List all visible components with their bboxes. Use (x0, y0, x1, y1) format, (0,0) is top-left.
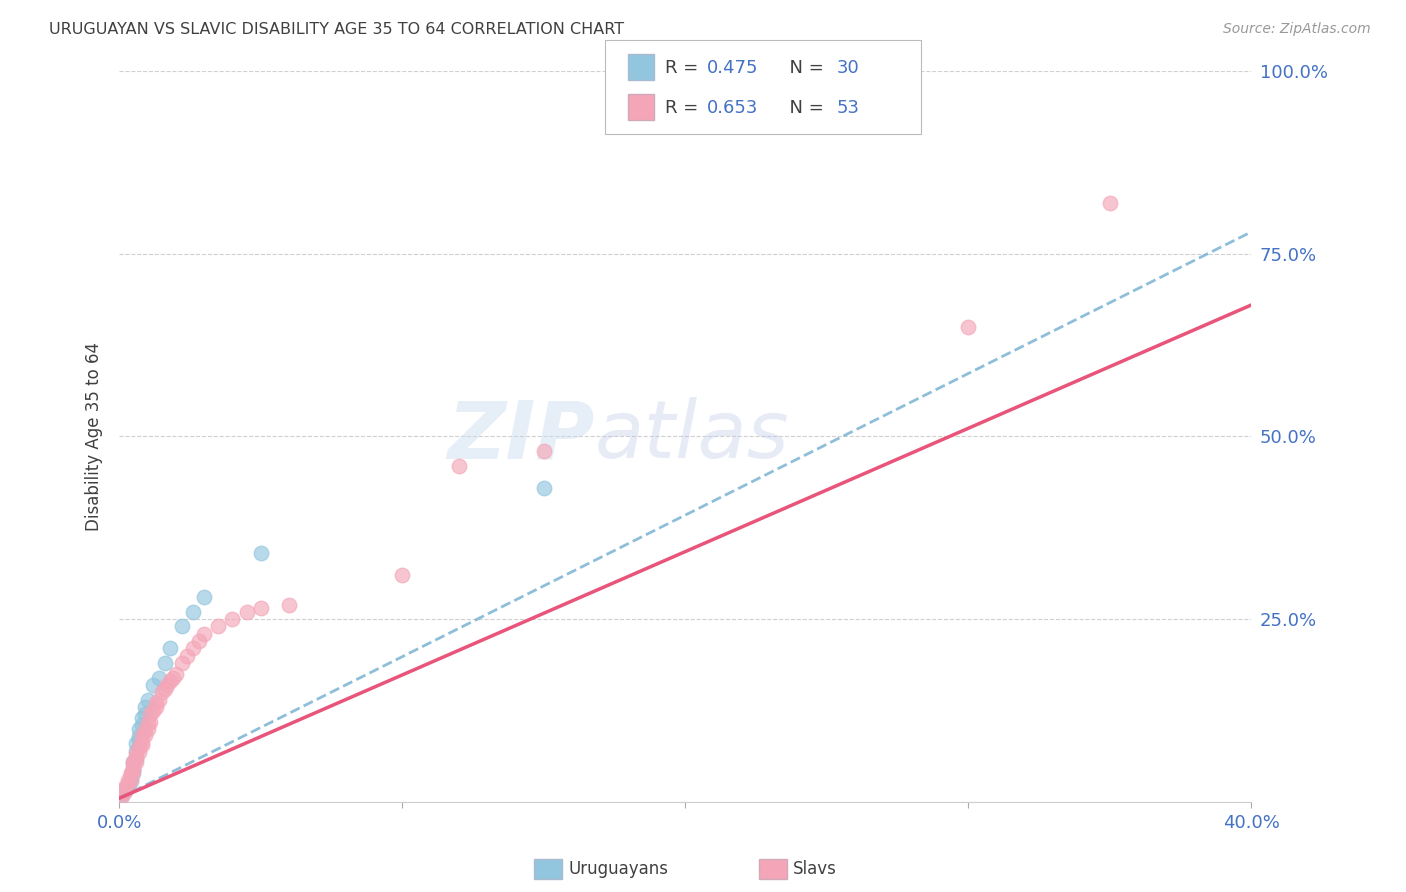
Point (125, 755, 148, 769)
Point (131, 711, 153, 725)
Point (134, 728, 156, 742)
Point (122, 765, 145, 780)
Point (170, 656, 193, 670)
Point (125, 751, 148, 765)
Point (131, 738, 153, 752)
Point (207, 619, 229, 633)
Point (136, 692, 159, 706)
Point (193, 627, 215, 641)
Point (114, 784, 136, 798)
Point (153, 681, 176, 696)
Text: N =: N = (778, 59, 830, 78)
Point (120, 772, 142, 786)
Point (139, 714, 162, 729)
Text: R =: R = (665, 99, 704, 118)
Point (148, 671, 170, 685)
Text: 30: 30 (837, 59, 859, 78)
Point (117, 772, 139, 787)
Point (150, 685, 173, 699)
Point (117, 779, 139, 793)
Point (131, 729, 153, 743)
Point (122, 758, 145, 772)
Point (142, 704, 165, 718)
Text: Source: ZipAtlas.com: Source: ZipAtlas.com (1223, 22, 1371, 37)
Text: URUGUAYAN VS SLAVIC DISABILITY AGE 35 TO 64 CORRELATION CHART: URUGUAYAN VS SLAVIC DISABILITY AGE 35 TO… (49, 22, 624, 37)
Point (134, 723, 156, 738)
Point (122, 764, 145, 779)
Point (221, 612, 243, 626)
Point (148, 692, 170, 706)
Point (120, 765, 142, 780)
Point (111, 789, 134, 803)
Point (156, 678, 179, 692)
Point (145, 699, 167, 714)
Point (136, 716, 159, 731)
Point (181, 605, 204, 619)
Point (391, 568, 413, 582)
Point (533, 444, 555, 458)
Text: ZIP: ZIP (447, 398, 595, 475)
Point (114, 781, 136, 796)
Point (139, 707, 162, 722)
Point (128, 729, 150, 743)
Point (125, 744, 148, 758)
Point (111, 788, 134, 802)
Point (159, 641, 181, 656)
Point (153, 656, 176, 670)
Point (131, 718, 153, 732)
Text: 53: 53 (837, 99, 859, 118)
Text: 0.475: 0.475 (707, 59, 759, 78)
Point (122, 755, 145, 769)
Point (111, 786, 134, 800)
Point (128, 732, 150, 747)
Point (117, 777, 139, 791)
Point (181, 641, 204, 656)
Text: 0.653: 0.653 (707, 99, 759, 118)
Point (128, 722, 150, 736)
Point (142, 678, 165, 692)
Point (120, 769, 142, 783)
Point (447, 458, 470, 473)
Point (120, 767, 142, 781)
Point (235, 605, 257, 619)
Point (125, 736, 148, 750)
Point (117, 780, 139, 795)
Point (145, 696, 167, 710)
Point (134, 707, 156, 722)
Point (120, 774, 142, 789)
Point (176, 648, 198, 663)
Point (114, 780, 136, 795)
Point (122, 755, 145, 769)
Point (1098, 195, 1121, 210)
Point (125, 751, 148, 765)
Point (193, 591, 215, 605)
Point (136, 722, 159, 736)
Point (162, 671, 184, 685)
Point (249, 601, 271, 615)
Point (117, 777, 139, 791)
Point (278, 598, 301, 612)
Text: atlas: atlas (595, 398, 790, 475)
Point (187, 634, 209, 648)
Point (128, 740, 150, 755)
Point (533, 481, 555, 495)
Point (122, 762, 145, 776)
Text: Uruguayans: Uruguayans (568, 860, 668, 878)
Point (122, 762, 145, 776)
Point (249, 546, 271, 560)
Y-axis label: Disability Age 35 to 64: Disability Age 35 to 64 (86, 342, 103, 531)
Text: Slavs: Slavs (793, 860, 837, 878)
Point (159, 674, 181, 689)
Point (134, 699, 156, 714)
Point (114, 784, 136, 798)
Text: N =: N = (778, 99, 830, 118)
Point (165, 667, 187, 681)
Point (957, 319, 980, 334)
Point (125, 747, 148, 762)
Point (170, 619, 193, 633)
Point (131, 735, 153, 749)
Text: R =: R = (665, 59, 704, 78)
Point (128, 745, 150, 759)
